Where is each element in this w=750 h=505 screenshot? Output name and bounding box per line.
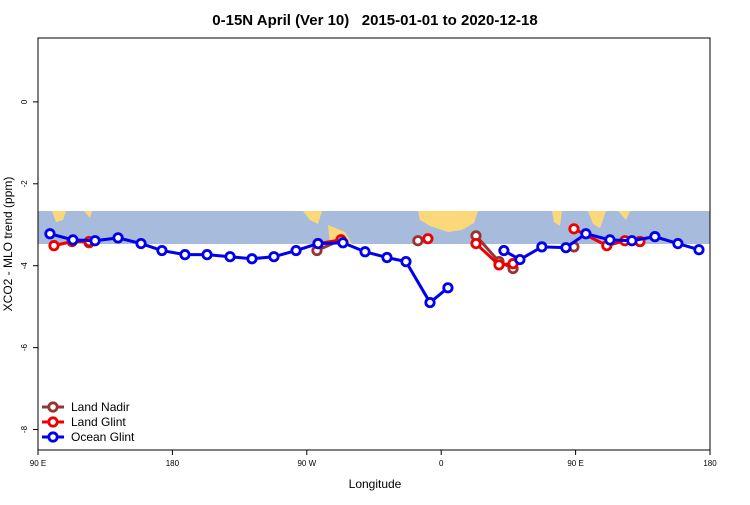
x-tick-label: 180 (703, 459, 717, 468)
y-tick-label: -2 (20, 180, 29, 188)
legend-label: Land Glint (71, 415, 126, 429)
point (268, 251, 280, 263)
plot-frame (37, 37, 711, 451)
point (246, 253, 258, 265)
point (135, 237, 147, 250)
point (224, 251, 236, 263)
point (156, 244, 168, 257)
point (412, 235, 424, 247)
y-tick-label: -8 (20, 425, 29, 433)
point (290, 244, 302, 257)
point (312, 237, 324, 250)
point (693, 244, 705, 256)
point (48, 240, 60, 252)
point (470, 237, 482, 250)
point (400, 256, 412, 268)
x-tick-label: 0 (439, 459, 444, 468)
point (381, 251, 393, 264)
y-tick-label: -4 (20, 262, 29, 270)
point (442, 282, 454, 294)
x-tick-label: 90 W (297, 459, 316, 468)
point (422, 233, 434, 245)
y-tick-label: 0 (20, 99, 29, 104)
point (604, 234, 616, 246)
x-tick-label: 90 E (567, 459, 583, 468)
point (201, 249, 213, 261)
point (626, 235, 638, 247)
x-tick-label: 180 (166, 459, 180, 468)
point (580, 228, 592, 240)
legend-label: Ocean Glint (71, 430, 135, 444)
point (359, 246, 371, 258)
point (568, 223, 580, 235)
point (89, 235, 101, 247)
point (536, 241, 548, 253)
point (67, 234, 79, 246)
point (498, 244, 510, 257)
point (44, 228, 56, 240)
point (179, 249, 191, 261)
y-axis-label: XCO2 - MLO trend (ppm) (1, 177, 15, 312)
map-background (38, 211, 710, 244)
point (424, 296, 436, 309)
legend-marker (47, 431, 59, 443)
point (649, 231, 661, 243)
point (514, 253, 526, 266)
point (560, 242, 572, 254)
legend-label: Land Nadir (71, 400, 130, 414)
chart-title: 0-15N April (Ver 10) 2015-01-01 to 2020-… (212, 12, 537, 29)
legend-marker (47, 401, 59, 413)
point (337, 237, 349, 249)
point (112, 232, 124, 244)
point (493, 259, 505, 271)
x-tick-label: 90 E (30, 459, 46, 468)
legend-marker (47, 416, 59, 428)
point (672, 237, 684, 250)
y-tick-label: -6 (20, 344, 29, 352)
x-axis-label: Longitude (349, 477, 402, 491)
